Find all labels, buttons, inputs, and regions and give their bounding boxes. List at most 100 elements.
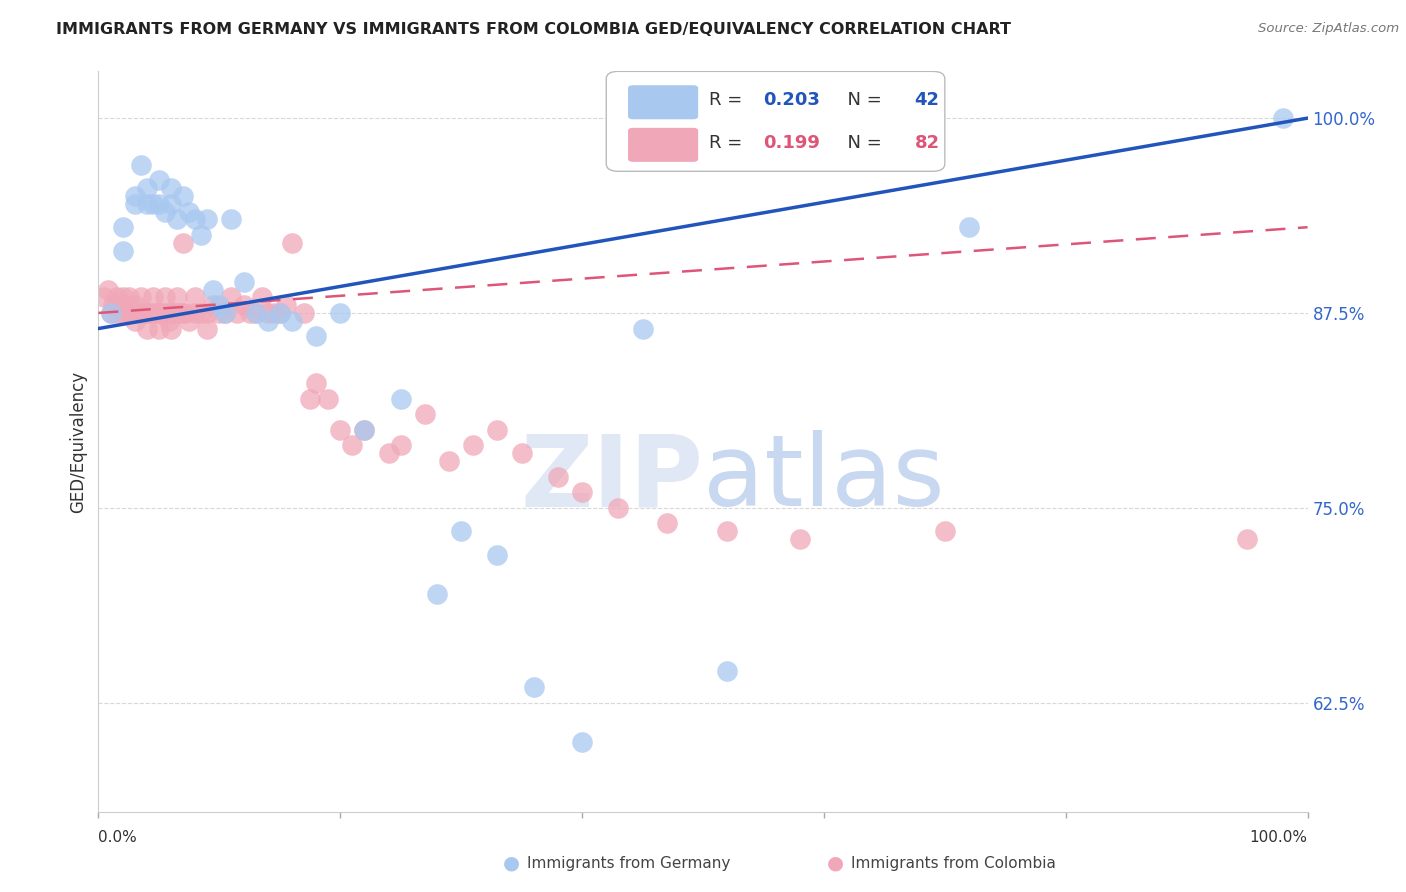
Point: [269, 306, 291, 320]
Point: [269, 306, 291, 320]
Point: [486, 548, 509, 562]
Point: [305, 329, 328, 343]
Point: [245, 306, 267, 320]
Point: [100, 306, 122, 320]
Text: atlas: atlas: [703, 430, 945, 527]
Point: [160, 197, 183, 211]
Point: [124, 314, 146, 328]
Point: [111, 220, 134, 235]
Text: R =: R =: [709, 134, 748, 152]
Point: [101, 298, 124, 312]
Point: [166, 212, 188, 227]
Point: [426, 586, 449, 600]
Point: [127, 306, 149, 320]
Point: [957, 220, 980, 235]
Point: [716, 665, 738, 679]
Text: ●: ●: [827, 854, 844, 873]
Point: [129, 158, 152, 172]
Point: [135, 306, 157, 320]
Text: R =: R =: [709, 91, 748, 109]
Point: [190, 306, 212, 320]
Point: [162, 306, 184, 320]
Point: [153, 306, 176, 320]
Point: [172, 189, 194, 203]
Point: [1236, 532, 1258, 546]
Point: [150, 306, 173, 320]
Point: [172, 235, 194, 250]
FancyBboxPatch shape: [628, 86, 699, 120]
Point: [145, 306, 167, 320]
Text: 42: 42: [915, 91, 939, 109]
Point: [179, 314, 201, 328]
Point: [232, 298, 254, 312]
Point: [148, 197, 170, 211]
Text: 0.199: 0.199: [763, 134, 820, 152]
Point: [256, 306, 278, 320]
Point: [142, 306, 165, 320]
Point: [184, 290, 207, 304]
Point: [124, 189, 146, 203]
Point: [153, 204, 176, 219]
Point: [129, 290, 152, 304]
Text: 0.0%: 0.0%: [98, 830, 138, 846]
Point: [148, 173, 170, 187]
Text: ●: ●: [503, 854, 520, 873]
Point: [142, 290, 165, 304]
Point: [111, 306, 134, 320]
Point: [263, 306, 285, 320]
Point: [208, 306, 231, 320]
Text: N =: N =: [837, 91, 887, 109]
Point: [353, 423, 375, 437]
Point: [160, 321, 183, 335]
FancyBboxPatch shape: [628, 128, 699, 161]
Point: [214, 306, 236, 320]
Point: [281, 314, 304, 328]
Point: [124, 197, 146, 211]
Point: [221, 290, 243, 304]
Point: [160, 306, 183, 320]
Point: [450, 524, 472, 538]
Point: [274, 298, 297, 312]
Point: [100, 306, 122, 320]
Point: [329, 306, 352, 320]
Point: [245, 306, 267, 320]
Point: [184, 306, 207, 320]
Point: [108, 298, 131, 312]
Point: [148, 306, 170, 320]
Text: Source: ZipAtlas.com: Source: ZipAtlas.com: [1258, 22, 1399, 36]
Point: [305, 376, 328, 390]
Point: [208, 298, 231, 312]
Point: [607, 500, 630, 515]
Point: [463, 438, 485, 452]
Point: [571, 734, 593, 748]
Point: [114, 298, 136, 312]
Point: [111, 244, 134, 258]
Point: [256, 314, 278, 328]
Text: 82: 82: [915, 134, 939, 152]
Point: [118, 306, 141, 320]
Point: [166, 306, 188, 320]
Point: [142, 197, 165, 211]
Y-axis label: GED/Equivalency: GED/Equivalency: [69, 370, 87, 513]
Point: [631, 321, 654, 335]
Point: [342, 438, 364, 452]
Point: [221, 212, 243, 227]
Point: [121, 306, 143, 320]
Point: [93, 290, 115, 304]
Point: [281, 235, 304, 250]
Point: [184, 212, 207, 227]
Point: [239, 306, 262, 320]
Point: [214, 306, 236, 320]
Point: [105, 290, 128, 304]
Point: [226, 306, 249, 320]
Point: [202, 298, 225, 312]
Point: [105, 306, 128, 320]
Point: [160, 181, 183, 195]
Point: [97, 283, 120, 297]
Point: [134, 306, 156, 320]
Point: [174, 306, 197, 320]
Point: [389, 438, 412, 452]
Point: [124, 298, 146, 312]
Point: [329, 423, 352, 437]
Point: [377, 446, 399, 460]
